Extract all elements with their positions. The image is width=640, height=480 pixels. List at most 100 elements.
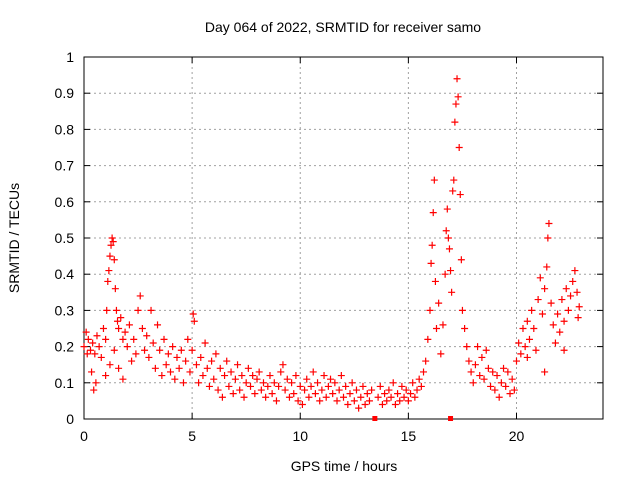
data-point xyxy=(491,386,499,394)
data-point xyxy=(513,357,520,365)
data-point xyxy=(558,296,566,304)
data-point xyxy=(547,299,555,307)
data-point xyxy=(103,306,111,314)
data-point xyxy=(355,404,363,412)
data-point xyxy=(359,382,367,390)
data-point xyxy=(523,353,531,361)
data-point xyxy=(92,379,100,387)
data-point xyxy=(298,401,306,409)
data-point xyxy=(268,390,276,398)
data-point xyxy=(121,328,129,336)
data-point xyxy=(545,220,553,228)
data-point xyxy=(415,375,423,383)
data-point xyxy=(340,393,347,401)
data-point xyxy=(192,361,200,369)
data-point xyxy=(184,335,192,343)
data-point xyxy=(329,390,337,398)
data-point xyxy=(240,393,248,401)
data-point xyxy=(346,390,354,398)
data-point xyxy=(342,382,350,390)
data-point xyxy=(324,382,332,390)
data-point xyxy=(111,285,119,293)
data-point xyxy=(190,317,198,325)
data-point xyxy=(316,397,324,405)
y-tick-label: 0.2 xyxy=(55,339,75,355)
data-point xyxy=(149,339,157,347)
data-point xyxy=(455,144,463,151)
y-tick-label: 0.1 xyxy=(55,375,75,391)
data-point xyxy=(454,93,462,101)
data-point xyxy=(441,270,449,278)
data-point xyxy=(277,368,285,376)
data-point xyxy=(216,364,224,372)
axis-ticks: 00.10.20.30.40.50.60.70.80.910 5 10 15 20 xyxy=(55,49,603,444)
data-point xyxy=(275,382,283,390)
data-point xyxy=(400,393,408,401)
y-tick-label: 0.6 xyxy=(55,194,75,210)
data-point xyxy=(574,314,582,322)
data-point xyxy=(99,325,107,332)
data-point xyxy=(109,238,117,246)
x-tick-label: 15 xyxy=(401,428,417,444)
data-point xyxy=(429,209,437,217)
data-point xyxy=(394,390,402,398)
data-point xyxy=(234,361,242,369)
data-point xyxy=(523,317,531,325)
data-point xyxy=(447,267,455,275)
data-point xyxy=(158,372,166,380)
data-point xyxy=(288,379,296,387)
data-point xyxy=(175,364,183,372)
data-point xyxy=(489,368,497,376)
data-point xyxy=(467,368,475,376)
data-point xyxy=(97,353,105,361)
data-point xyxy=(327,375,335,383)
data-point xyxy=(82,328,90,336)
data-point xyxy=(119,375,127,383)
data-point xyxy=(236,386,244,394)
data-point xyxy=(387,393,395,401)
data-point xyxy=(469,379,477,387)
data-point xyxy=(164,350,172,358)
x-tick-label: 10 xyxy=(292,428,308,444)
data-point xyxy=(251,390,259,398)
data-point xyxy=(169,343,177,351)
data-point xyxy=(171,375,179,383)
data-point xyxy=(143,332,151,340)
data-point xyxy=(231,375,239,383)
data-point xyxy=(361,401,369,409)
data-point xyxy=(443,205,451,213)
data-point xyxy=(218,393,226,401)
data-point xyxy=(352,386,360,394)
data-point xyxy=(482,346,490,354)
data-point xyxy=(128,357,136,365)
data-point xyxy=(549,321,557,329)
data-point xyxy=(102,335,110,343)
data-point xyxy=(554,310,562,318)
data-point xyxy=(335,386,343,394)
data-point xyxy=(283,375,291,383)
data-point xyxy=(398,382,406,390)
data-point xyxy=(544,234,552,242)
data-point xyxy=(500,364,508,372)
data-point xyxy=(389,379,397,387)
data-point xyxy=(84,335,92,343)
data-point xyxy=(249,372,257,380)
data-point xyxy=(145,353,153,361)
data-point xyxy=(186,368,194,376)
data-point xyxy=(487,382,495,390)
data-point xyxy=(238,372,246,380)
data-point xyxy=(562,285,570,293)
data-point xyxy=(510,386,518,394)
grid-lines xyxy=(84,57,603,419)
data-point xyxy=(448,288,456,296)
data-point xyxy=(91,350,99,358)
data-point xyxy=(210,375,218,383)
data-point xyxy=(119,335,127,343)
data-point xyxy=(322,393,330,401)
data-point xyxy=(502,382,510,390)
data-point xyxy=(117,314,125,322)
data-point xyxy=(247,382,255,390)
data-point xyxy=(453,75,461,83)
data-point xyxy=(525,335,533,343)
